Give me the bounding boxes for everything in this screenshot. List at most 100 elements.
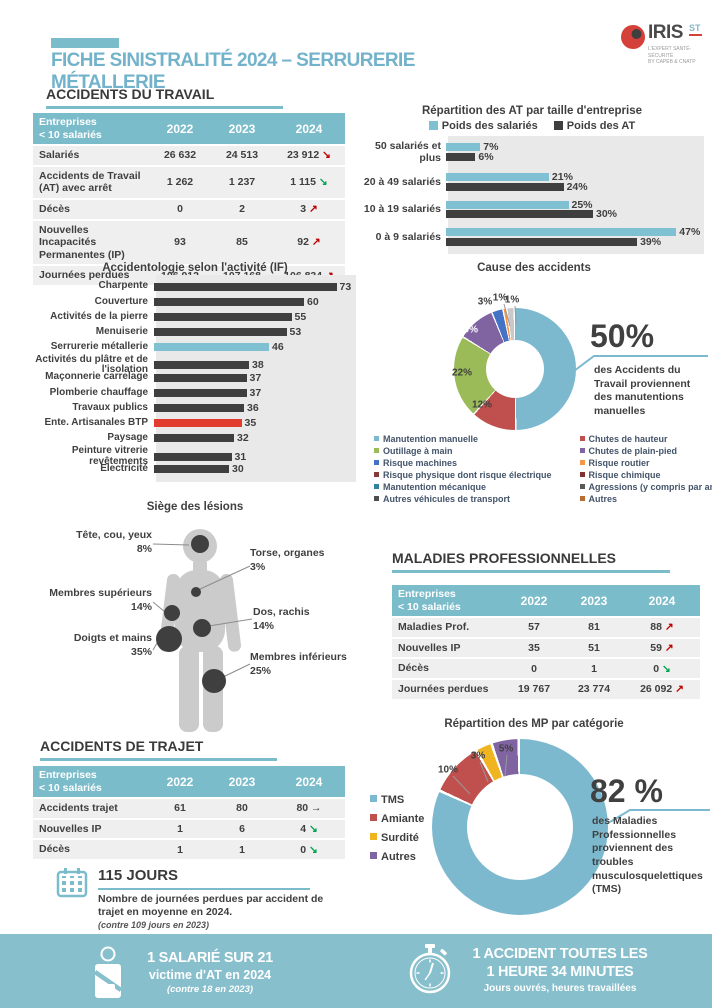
table-corner-cell: Entreprises < 10 salariés — [33, 113, 149, 144]
trend-arrow: → — [308, 802, 322, 815]
legend-item: Agressions (y compris par animaux) — [579, 482, 712, 492]
legend-swatch — [370, 814, 377, 821]
legend-swatch — [579, 472, 585, 477]
row-label: Journées perdues — [398, 682, 489, 695]
legend-item: Chutes de hauteur — [579, 434, 712, 444]
bar-value-label: 73 — [339, 280, 352, 293]
table-cell: 61 — [174, 802, 186, 815]
table-cell: 93 — [174, 236, 186, 249]
bar-row: Travaux publics 36 — [30, 401, 360, 416]
legend-swatch — [374, 472, 379, 477]
chart-title: Accidentologie selon l'activité (IF) — [102, 262, 288, 274]
chart-accidentologie: Accidentologie selon l'activité (IF) Cha… — [30, 262, 360, 497]
trend-arrow: ↘ — [319, 149, 331, 162]
bar-row: Peinture vitrerie revêtements 31 — [30, 445, 360, 466]
table-cell: 6 — [239, 823, 245, 836]
bar-value-label: 35 — [244, 417, 257, 430]
bar — [154, 328, 287, 337]
category-label: 10 à 19 salariés — [363, 203, 441, 216]
table-cell: 19 767 — [517, 683, 551, 696]
footer-right-note: Jours ouvrés, heures travaillées — [483, 983, 637, 994]
legend-item: Autres véhicules de transport — [374, 494, 552, 504]
bar — [154, 419, 242, 428]
logo-tagline-1: L'EXPERT SANTÉ-SÉCURITÉ — [648, 46, 692, 59]
bar — [446, 143, 481, 152]
chart-legend: Poids des salariés Poids des AT — [358, 120, 706, 132]
legend-swatch — [370, 833, 377, 840]
lesion-value: 25% — [250, 665, 272, 678]
lesion-value: 35% — [130, 646, 152, 659]
footer-left-stat: 1 SALARIÉ SUR 21 victime d'AT en 2024 (c… — [135, 950, 285, 995]
jours-title: 115 JOURS — [98, 867, 179, 884]
donut-value-label: 5% — [498, 743, 514, 755]
table-year-cell: 2023 — [228, 774, 256, 789]
donut-value-label: 22% — [451, 367, 473, 379]
category-label: Ente. Artisanales BTP — [44, 417, 148, 429]
legend-swatch — [428, 121, 438, 130]
chart-legend: Manutention manuelle Outillage à main Risq… — [374, 434, 712, 504]
table-cell: 88 ↗ — [650, 621, 674, 634]
heading-accidents-trajet: ACCIDENTS DE TRAJET — [40, 738, 277, 761]
table-cell: 85 — [236, 236, 248, 249]
trend-arrow: ↘ — [306, 823, 318, 836]
trend-arrow: ↗ — [661, 621, 674, 634]
stopwatch-icon — [409, 944, 451, 994]
table-row: Nouvelles IP 1 6 4 ↘ — [33, 819, 345, 839]
legend-swatch — [579, 436, 585, 441]
page-title: FICHE SINISTRALITÉ 2024 – SERRURERIE MÉT… — [51, 50, 415, 93]
legend-label: Poids des AT — [566, 120, 636, 132]
jours-underline — [98, 888, 310, 890]
row-label: Maladies Prof. — [398, 621, 470, 634]
row-label: Nouvelles Incapacités Permanentes (IP) — [39, 223, 125, 261]
category-label: Activités de la pierre — [50, 310, 148, 322]
table-year-cell: 2024 — [295, 774, 323, 789]
bar-group: 20 à 49 salariés 21% 24% — [358, 168, 706, 196]
logo-tagline: L'EXPERT SANTÉ-SÉCURITÉ BY CAPEB & CNATP — [648, 46, 710, 66]
legend-item: Risque chimique — [579, 470, 712, 480]
bar — [446, 152, 476, 161]
table-cell: 23 912 ↘ — [287, 149, 331, 162]
body-silhouette — [152, 529, 253, 732]
lesion-dot-back — [193, 619, 211, 637]
legend-swatch — [374, 484, 379, 489]
bar-value-label: 6% — [478, 150, 494, 163]
chart-at-par-taille: Répartition des AT par taille d'entrepri… — [358, 105, 706, 255]
legend-label: Amiante — [381, 813, 425, 825]
lesion-label-lower-limbs: Membres inférieurs 25% — [250, 650, 365, 678]
donut-value-label: 10% — [437, 764, 459, 776]
title-accent-bar — [51, 38, 119, 48]
bar — [446, 228, 677, 236]
table-row: Nouvelles IP 35 51 59 ↗ — [392, 638, 700, 658]
donut-value-label: 3% — [477, 296, 493, 308]
lesion-dot-upper-limbs — [164, 605, 180, 621]
bar — [154, 404, 244, 413]
legend-item: Risque routier — [579, 458, 712, 468]
table-cell: 1 262 — [166, 176, 194, 189]
heading-accidents-travail: ACCIDENTS DU TRAVAIL — [46, 86, 283, 109]
table-year-cell: 2023 — [228, 121, 256, 136]
table-cell: 92 ↗ — [297, 236, 321, 249]
bar-value-label: 55 — [294, 310, 307, 323]
bar-row: Activités de la pierre 55 — [30, 309, 360, 324]
table-cell: 0 ↘ — [300, 843, 318, 856]
callout-big-value: 82 % — [590, 773, 663, 809]
lesion-dot-torso — [191, 587, 201, 597]
legend-label: Risque routier — [588, 458, 650, 468]
table-cell: 1 — [177, 823, 183, 836]
trend-arrow: ↘ — [659, 662, 671, 675]
row-label: Nouvelles IP — [39, 822, 102, 835]
legend-item: Autres — [579, 494, 712, 504]
row-label: Accidents de Travail (AT) avec arrêt — [39, 169, 141, 195]
lesion-label-torso: Torse, organes 3% — [250, 546, 360, 574]
table-year-cell: 2024 — [295, 121, 323, 136]
bar-row: Electricité 30 — [30, 461, 360, 476]
bar-row: Serrurerie métallerie 46 — [30, 340, 360, 355]
trend-arrow: ↗ — [661, 642, 674, 655]
legend-label: Poids des salariés — [441, 120, 538, 132]
heading-maladies-professionnelles: MALADIES PROFESSIONNELLES — [392, 550, 670, 573]
bar-value-label: 30% — [596, 208, 618, 220]
table-header-row: Entreprises < 10 salariés 2022 2023 2024 — [33, 113, 345, 145]
footer-left-line1: 1 SALARIÉ SUR 21 — [147, 950, 273, 966]
bar — [154, 297, 304, 306]
bar — [154, 464, 229, 473]
